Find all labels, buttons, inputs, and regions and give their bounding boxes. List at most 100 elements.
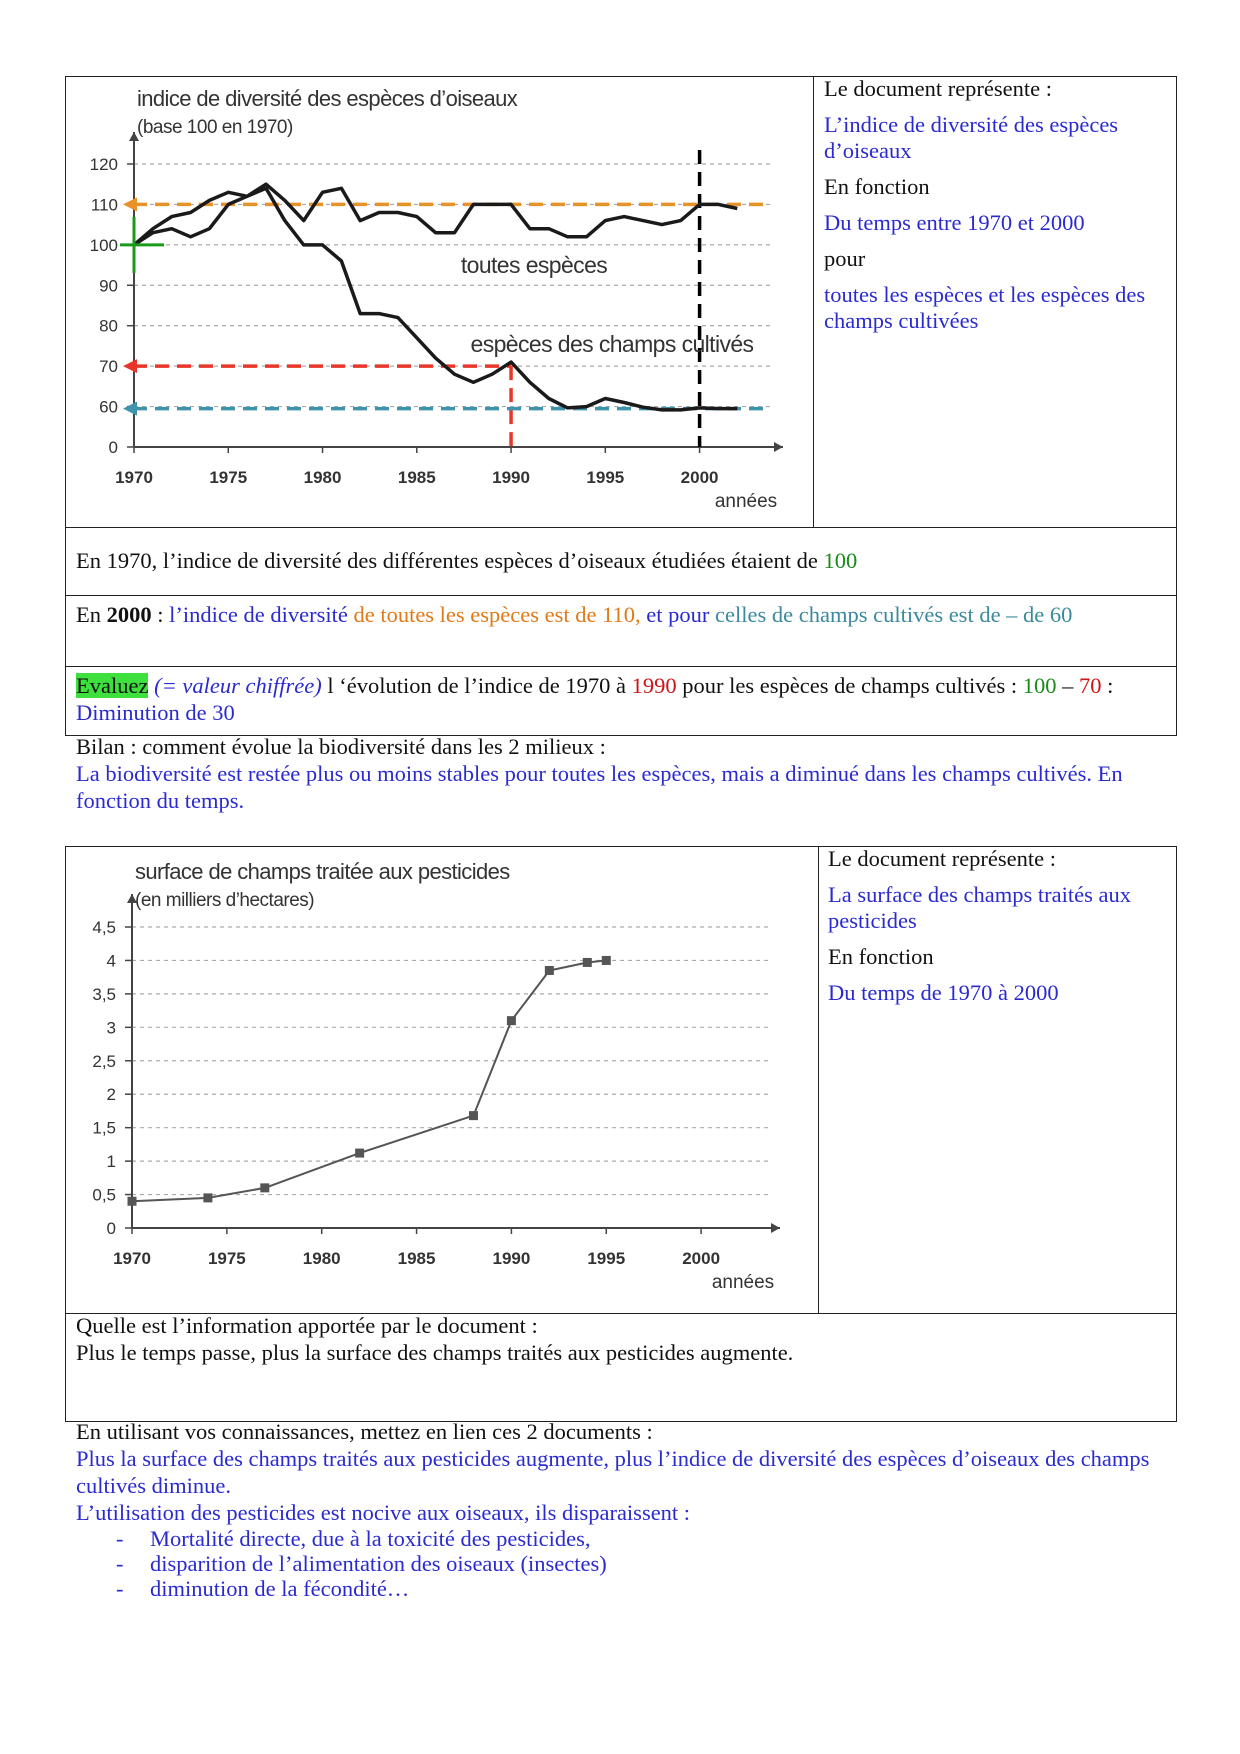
text: 2000: [106, 602, 152, 627]
data-point: [260, 1183, 270, 1193]
x-tick-label: 2000: [681, 468, 719, 487]
y-tick-label: 1,5: [92, 1119, 116, 1138]
axis-arrow: [129, 132, 139, 141]
side-text: La surface des champs traités aux pestic…: [828, 882, 1131, 933]
bullet-list: Mortalité directe, due à la toxicité des…: [116, 1526, 1176, 1601]
bullet: disparition de l’alimentation des oiseau…: [116, 1551, 1176, 1576]
divider: [65, 1313, 1177, 1314]
text: 1990: [631, 673, 677, 698]
doc1-side: Le document représente : L’indice de div…: [824, 76, 1169, 344]
text: de toutes les espèces est de 110,: [353, 602, 641, 627]
x-tick-label: 1975: [209, 468, 247, 487]
x-tick-label: 1995: [586, 468, 624, 487]
side-text: En fonction: [824, 174, 930, 199]
text: 70: [1079, 673, 1102, 698]
text: l’indice de diversité: [169, 602, 348, 627]
text: Evaluez: [76, 673, 149, 698]
text: :: [157, 602, 164, 627]
chart-subtitle: (en milliers d’hectares): [135, 890, 314, 911]
side-text: Du temps entre 1970 et 2000: [824, 210, 1085, 235]
text: :: [1107, 673, 1114, 698]
divider: [818, 846, 819, 1313]
y-tick-label: 60: [99, 398, 118, 417]
y-tick-label: 4: [107, 951, 116, 970]
text: La biodiversité est restée plus ou moins…: [76, 761, 1123, 813]
bilan: Bilan : comment évolue la biodiversité d…: [76, 733, 1176, 814]
data-point: [468, 1111, 478, 1121]
text: Quelle est l’information apportée par le…: [76, 1313, 538, 1338]
divider: [813, 76, 814, 527]
bullet: diminution de la fécondité…: [116, 1576, 1176, 1601]
text: l ‘évolution de l’indice de 1970 à: [327, 673, 627, 698]
y-tick-label: 2,5: [92, 1052, 116, 1071]
chart-title: indice de diversité des espèces d’oiseau…: [137, 86, 518, 111]
chart-title: surface de champs traitée aux pesticides: [135, 859, 510, 884]
y-tick-label: 3: [107, 1018, 116, 1037]
y-tick-label: 90: [99, 276, 118, 295]
data-point: [355, 1148, 365, 1158]
chart: indice de diversité des espèces d’oiseau…: [90, 86, 783, 512]
data-point: [582, 957, 592, 967]
data-point: [601, 955, 611, 965]
y-tick-label: 2: [107, 1085, 116, 1104]
y-tick-label: 4,5: [92, 918, 116, 937]
x-tick-label: 1995: [587, 1249, 625, 1268]
text: Plus la surface des champs traités aux p…: [76, 1446, 1150, 1498]
reference-arrow: [123, 401, 137, 416]
divider: [65, 666, 1177, 667]
conclusion: En utilisant vos connaissances, mettez e…: [76, 1418, 1176, 1601]
axis-arrow: [127, 894, 137, 903]
reference-arrow: [123, 197, 137, 212]
side-text: Le document représente :: [828, 846, 1057, 871]
y-tick-label: 110: [91, 195, 118, 214]
y-tick-label: 1: [107, 1152, 116, 1171]
text: –: [1062, 673, 1074, 698]
data-point: [544, 965, 554, 975]
row-text: En 1970, l’indice de diversité des diffé…: [76, 547, 1171, 574]
x-tick-label: 1970: [115, 468, 153, 487]
text: Bilan : comment évolue la biodiversité d…: [76, 734, 606, 759]
row-text: Evaluez (= valeur chiffrée) l ‘évolution…: [76, 672, 1171, 726]
doc2-side: Le document représente : La surface des …: [828, 846, 1168, 1016]
text: celles de champs cultivés est de – de 60: [715, 602, 1073, 627]
doc2-frame: [65, 846, 1177, 1422]
series-label: toutes espèces: [461, 252, 607, 278]
y-tick-label: 100: [90, 236, 118, 255]
x-axis-label: années: [715, 491, 777, 512]
y-tick-label: 0,5: [92, 1186, 116, 1205]
x-tick-label: 1985: [398, 1249, 436, 1268]
data-point: [127, 1196, 137, 1206]
text: En: [76, 602, 101, 627]
y-tick-label: 3,5: [92, 985, 116, 1004]
text: Plus le temps passe, plus la surface des…: [76, 1340, 794, 1365]
text: (= valeur chiffrée): [154, 673, 322, 698]
y-tick-label: 80: [99, 317, 118, 336]
text: 100: [1022, 673, 1057, 698]
x-tick-label: 1975: [208, 1249, 246, 1268]
x-tick-label: 1980: [304, 468, 342, 487]
divider: [65, 595, 1177, 596]
y-tick-label: 70: [99, 357, 118, 376]
x-tick-label: 1970: [113, 1249, 151, 1268]
x-tick-label: 1990: [492, 468, 530, 487]
text: Diminution de 30: [76, 700, 235, 725]
text: En utilisant vos connaissances, mettez e…: [76, 1419, 653, 1444]
row-text: En 2000 : l’indice de diversité de toute…: [76, 601, 1171, 628]
side-text: En fonction: [828, 944, 934, 969]
chart-subtitle: (base 100 en 1970): [137, 117, 293, 138]
text: et pour: [646, 602, 710, 627]
axis-arrow: [774, 442, 783, 452]
x-axis-label: années: [712, 1272, 774, 1293]
side-text: pour: [824, 246, 866, 271]
y-tick-label: 0: [109, 438, 118, 457]
info: Quelle est l’information apportée par le…: [76, 1312, 1171, 1366]
text: pour les espèces de champs cultivés :: [682, 673, 1018, 698]
reference-arrow: [123, 359, 137, 374]
side-text: L’indice de diversité des espèces d’oise…: [824, 112, 1119, 163]
data-point: [506, 1016, 516, 1026]
text: 100: [823, 548, 858, 573]
data-point: [203, 1193, 213, 1203]
x-tick-label: 2000: [682, 1249, 720, 1268]
y-tick-label: 0: [107, 1219, 116, 1238]
